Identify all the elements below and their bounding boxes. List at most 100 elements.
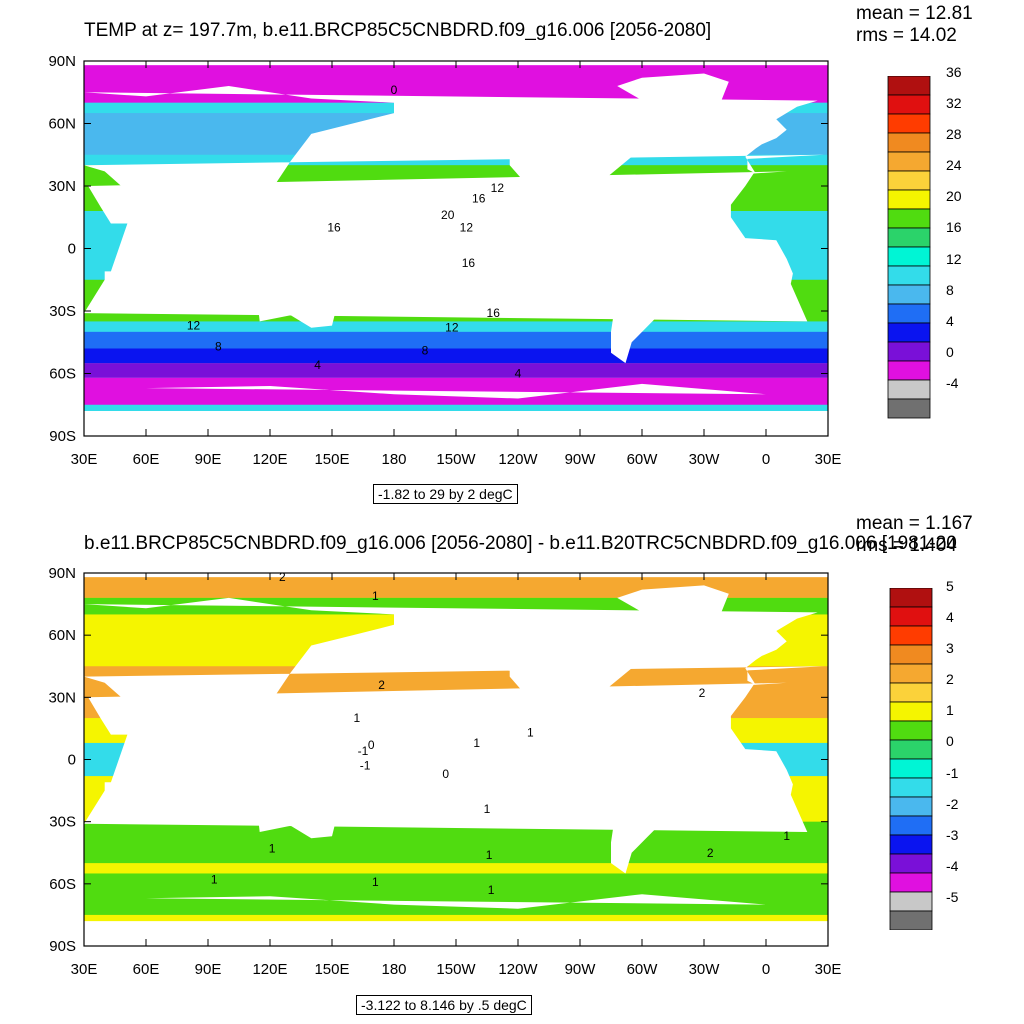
colorbar-swatch <box>887 113 931 134</box>
panel2-lon-label: 0 <box>762 961 770 978</box>
colorbar-swatch <box>889 739 933 760</box>
colorbar-swatch <box>889 815 933 836</box>
colorbar-swatch <box>889 891 933 912</box>
panel1-lon-label: 150E <box>314 451 349 468</box>
colorbar-swatch <box>889 853 933 874</box>
panel2-field-band <box>84 873 828 915</box>
colorbar-swatch <box>889 701 933 722</box>
panel1-field-band <box>84 331 828 349</box>
panel1-land-antarctica <box>146 383 766 436</box>
panel2-contour-label: 1 <box>527 726 534 740</box>
panel1-colorbar <box>886 75 946 431</box>
panel2-lon-label: 120W <box>498 961 538 978</box>
colorbar-label: -5 <box>946 888 959 905</box>
colorbar-swatch <box>889 663 933 684</box>
panel2-land-eurasia <box>84 597 824 756</box>
colorbar-swatch <box>889 834 933 855</box>
panel2-land-samerica <box>600 734 694 874</box>
colorbar-swatch <box>887 303 931 324</box>
colorbar-label: 32 <box>946 95 962 112</box>
panel2-contour-label: 2 <box>707 846 714 860</box>
colorbar-swatch <box>887 360 931 381</box>
panel2-contour-info: -3.122 to 8.146 by .5 degC <box>356 995 532 1015</box>
colorbar-label: 16 <box>946 219 962 236</box>
colorbar-swatch <box>887 284 931 305</box>
panel1-lon-label: 150W <box>436 451 476 468</box>
panel1-lon-label: 90W <box>565 451 597 468</box>
panel1-contour-label: 16 <box>462 256 476 270</box>
colorbar-swatch <box>889 777 933 798</box>
panel2-contour-label: 2 <box>699 686 706 700</box>
panel2-lon-label: 60E <box>133 961 160 978</box>
panel2-lon-label: 150E <box>314 961 349 978</box>
panel2-colorbar <box>888 587 938 935</box>
panel1-lon-label: 0 <box>762 451 770 468</box>
panel2-title: b.e11.BRCP85C5CNBDRD.f09_g16.006 [2056-2… <box>84 533 957 554</box>
panel2-lat-label: 0 <box>68 752 76 769</box>
panel1-map-layer: 90N 60N 30N 0 30S 60S 90S 30E 60E 90E 120E 150E 180 1… <box>48 53 841 468</box>
colorbar-swatch <box>889 758 933 779</box>
colorbar-swatch <box>889 910 933 931</box>
panel1-lon-label: 60W <box>627 451 659 468</box>
colorbar-label: -2 <box>946 795 959 812</box>
colorbar-swatch <box>889 872 933 893</box>
colorbar-swatch <box>889 644 933 665</box>
colorbar-label: 28 <box>946 126 962 143</box>
panel1-lat-label: 60N <box>48 116 76 133</box>
colorbar-swatch <box>887 322 931 343</box>
panel2-lat-label: 60S <box>49 876 76 893</box>
panel1-lon-label: 90E <box>195 451 222 468</box>
panel2-contour-label: 1 <box>486 848 493 862</box>
colorbar-swatch <box>889 587 933 608</box>
panel1-rms: rms = 14.02 <box>856 25 957 46</box>
panel2-lat-label: 60N <box>48 627 76 644</box>
panel2-lon-label: 90W <box>565 961 597 978</box>
panel2-contour-label: 1 <box>211 873 218 887</box>
colorbar-swatch <box>887 151 931 172</box>
colorbar-swatch <box>887 189 931 210</box>
panel1-contour-label: 16 <box>472 192 486 206</box>
panel2-contour-label: 1 <box>488 883 495 897</box>
colorbar-label: -3 <box>946 826 959 843</box>
panel2-contour-label: 0 <box>368 738 375 752</box>
panel2-lat-label: 90N <box>48 565 76 582</box>
colorbar-swatch <box>887 75 931 96</box>
panel1-lon-label: 30E <box>71 451 98 468</box>
panel1-lat-label: 30S <box>49 303 76 320</box>
colorbar-swatch <box>887 94 931 115</box>
panel2-colorbar-swatches <box>889 587 933 931</box>
panel1-lon-label: 120E <box>252 451 287 468</box>
panel1-field-band <box>84 348 828 364</box>
panel1-contour-label: 4 <box>515 367 522 381</box>
colorbar-swatch <box>889 720 933 741</box>
colorbar-swatch <box>887 398 931 419</box>
panel2-lon-label: 30E <box>71 961 98 978</box>
colorbar-label: 0 <box>946 343 954 360</box>
panel1-lat-label: 0 <box>68 241 76 258</box>
colorbar-label: 8 <box>946 281 954 298</box>
panel2-land-antarctica <box>146 894 766 946</box>
panel2-contour-label: 1 <box>783 829 790 843</box>
panel2-mean: mean = 1.167 <box>856 513 973 534</box>
colorbar-label: -1 <box>946 764 959 781</box>
colorbar-label: 20 <box>946 188 962 205</box>
panel2-lon-label: 90E <box>195 961 222 978</box>
colorbar-swatch <box>889 682 933 703</box>
panel1-lon-label: 30E <box>815 451 842 468</box>
panel2-contour-label: 1 <box>372 589 379 603</box>
panel1-field-band <box>84 363 828 378</box>
panel1-land-australia <box>255 271 339 328</box>
colorbar-label: 3 <box>946 640 954 657</box>
panel1-contour-label: 0 <box>391 83 398 97</box>
panel2-contour-label: 1 <box>372 875 379 889</box>
panel2-lon-label: 120E <box>252 961 287 978</box>
panel2-contour-label: -1 <box>358 744 369 758</box>
colorbar-swatch <box>887 379 931 400</box>
colorbar-label: 36 <box>946 64 962 80</box>
panel2-rms: rms = 1.404 <box>856 535 957 556</box>
panel1-lon-label: 120W <box>498 451 538 468</box>
panel2-contour-label: 1 <box>484 802 491 816</box>
panel1-lat-label: 90S <box>49 428 76 445</box>
colorbar-swatch <box>887 132 931 153</box>
